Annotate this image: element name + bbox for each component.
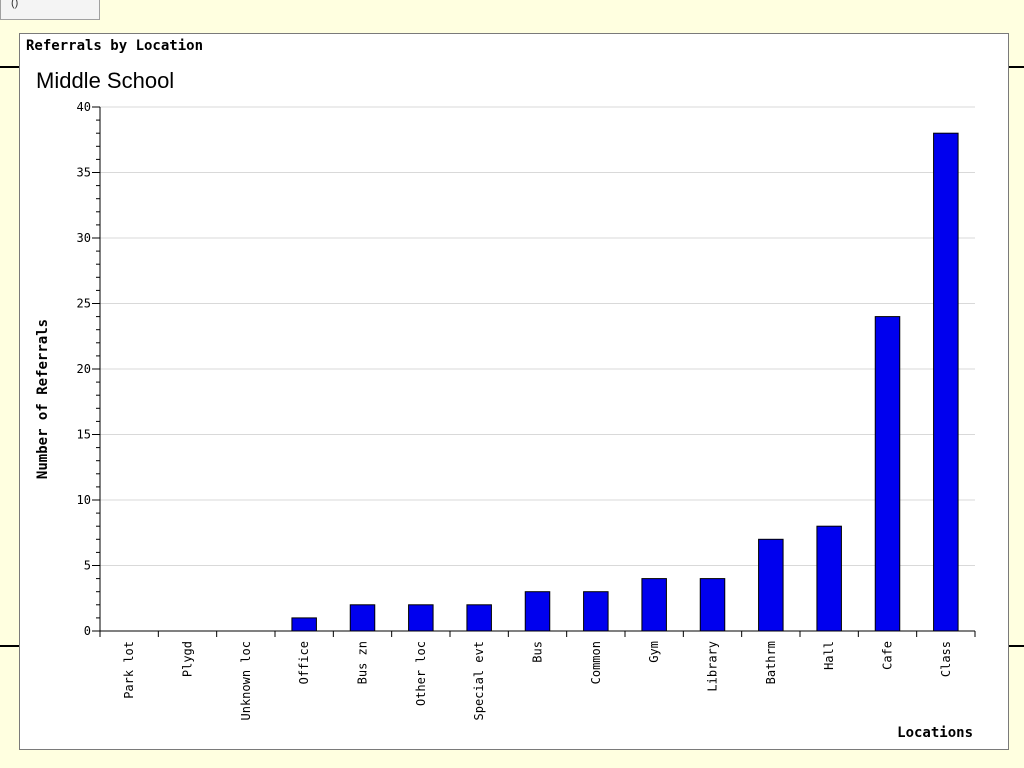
- bar-gym: [641, 578, 667, 632]
- x-tick-label: Library: [706, 641, 720, 692]
- bar-special-evt: [466, 604, 492, 632]
- y-tick-label: 30: [77, 231, 91, 245]
- bar-other-loc: [408, 604, 434, 632]
- bar-class: [933, 132, 959, 632]
- x-tick-label: Gym: [647, 641, 661, 663]
- chart-title: Referrals by Location: [26, 38, 204, 54]
- toolbar-widget[interactable]: (): [0, 0, 100, 20]
- y-tick-label: 5: [84, 559, 91, 573]
- bar-office: [291, 617, 317, 632]
- x-tick-label: Cafe: [881, 641, 895, 670]
- x-axis-title: Locations: [897, 725, 973, 741]
- x-tick-label: Unknown loc: [239, 641, 253, 720]
- bar-common: [583, 591, 609, 632]
- toolbar-widget-label: (): [11, 0, 19, 9]
- x-tick-label: Bus: [531, 641, 545, 663]
- slide-rule-bottom-right: [1009, 645, 1024, 647]
- chart-panel: Referrals by Location Middle School 0 5 10…: [19, 33, 1009, 750]
- bar-bus-zn: [349, 604, 376, 632]
- x-tick-label: Common: [589, 641, 603, 684]
- x-tick-label: Bus zn: [356, 641, 370, 684]
- x-tick-label: Park lot: [122, 641, 136, 699]
- x-tick-label: Plygd: [181, 641, 195, 677]
- bar-cafe: [874, 316, 901, 632]
- y-tick-label: 20: [77, 362, 91, 376]
- x-tick-label: Class: [939, 641, 953, 677]
- x-tick-label: Office: [297, 641, 311, 684]
- chart-subtitle: Middle School: [36, 68, 175, 93]
- slide-rule-top-right: [1009, 66, 1024, 68]
- bar-hall: [816, 525, 842, 632]
- y-tick-label: 40: [77, 100, 91, 114]
- y-tick-label: 15: [77, 428, 91, 442]
- x-tick-label: Other loc: [414, 641, 428, 706]
- x-tick-label: Special evt: [472, 641, 486, 720]
- y-tick-label: 10: [77, 493, 91, 507]
- slide-rule-top-left: [0, 66, 19, 68]
- bar-library: [699, 578, 726, 632]
- x-tick-label: Bathrm: [764, 641, 778, 684]
- y-tick-label: 0: [84, 624, 91, 638]
- y-tick-label: 35: [77, 166, 91, 180]
- bar-chart: 0 5 10 15 20 25 30 35 40 Park lot Plygd Unknown loc…: [35, 100, 976, 741]
- y-tick-label: 25: [77, 297, 91, 311]
- slide-rule-bottom-left: [0, 645, 19, 647]
- y-axis-title: Number of Referrals: [35, 319, 51, 479]
- x-tick-label: Hall: [822, 641, 836, 670]
- bar-bus: [524, 591, 551, 632]
- bar-bathrm: [758, 538, 784, 632]
